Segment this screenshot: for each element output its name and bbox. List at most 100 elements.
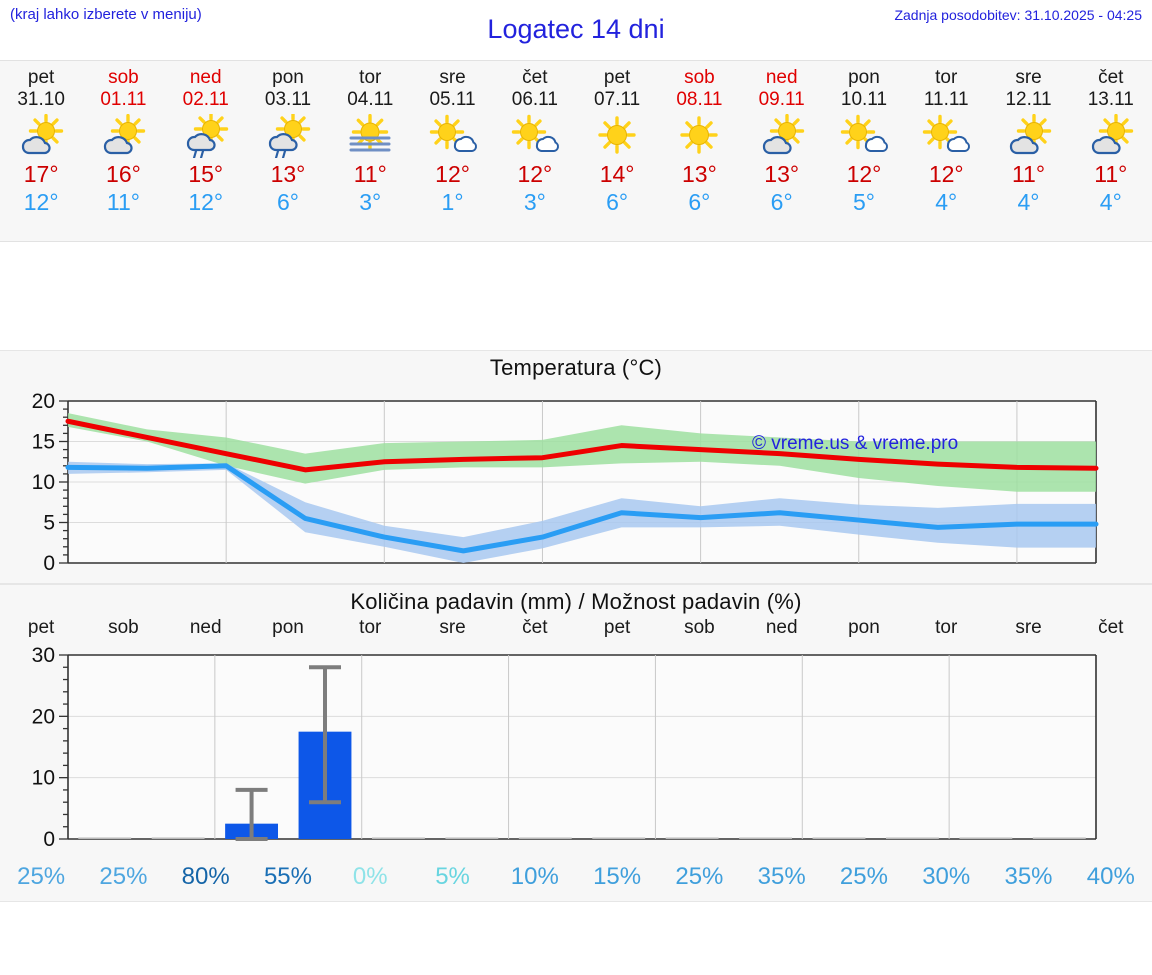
precip-day-label: pon (272, 617, 304, 638)
day-name: pet (603, 67, 631, 88)
svg-text:5: 5 (43, 512, 55, 535)
day-temp-max: 16° (106, 161, 141, 187)
day-name: čet (522, 67, 548, 88)
sun-small-cloud-icon (921, 114, 971, 158)
precip-probability: 35% (757, 863, 806, 890)
svg-text:20: 20 (32, 390, 55, 413)
partly-cloudy-rain-icon (263, 114, 313, 158)
day-temp-min: 4° (1099, 189, 1122, 215)
forecast-day-column[interactable]: čet 13.11 11° 4° (1070, 61, 1152, 241)
precip-bar (1032, 837, 1086, 839)
precip-day-label: sre (439, 617, 466, 638)
precip-probability: 35% (1004, 863, 1053, 890)
temperature-plot: 0 5 10 15 20 © vreme.us & vreme.pro (32, 390, 1099, 575)
precip-probability: 15% (593, 863, 642, 890)
day-name: sre (439, 67, 466, 88)
day-temp-max: 11° (1011, 161, 1046, 187)
precipitation-probability-row: 25% 25% 80% 55% 0% 5% 10% 15% 25% 35% 25% 30% 35% 40% (0, 853, 1152, 901)
precip-day-label: sob (108, 617, 139, 638)
day-temp-min: 6° (276, 189, 299, 215)
precip-bar (445, 837, 499, 839)
day-temp-min: 3° (523, 189, 546, 215)
precip-day-label: tor (359, 617, 382, 638)
precipitation-chart-area: 0 10 20 30 (0, 643, 1152, 853)
day-date: 07.11 (594, 89, 641, 110)
precip-bar (592, 837, 646, 839)
precip-day-label: sob (684, 617, 715, 638)
day-temp-max: 13° (764, 161, 800, 187)
precip-day-label: čet (1098, 617, 1124, 638)
day-date: 31.10 (17, 89, 65, 110)
day-temp-min: 4° (935, 189, 958, 215)
partly-cloudy-icon (1086, 114, 1136, 158)
day-date: 12.11 (1005, 89, 1052, 110)
precip-day-label: pet (27, 617, 55, 638)
svg-text:10: 10 (32, 767, 55, 790)
day-temp-max: 14° (599, 161, 635, 187)
precip-probability: 55% (263, 863, 312, 890)
temperature-chart-area: 0 5 10 15 20 © vreme.us & vreme.pro (0, 383, 1152, 583)
temperature-chart-block: Temperatura (°C) 0 5 10 15 20 © vreme.us & vr… (0, 350, 1152, 584)
precip-bar (518, 837, 572, 839)
day-temp-max: 13° (682, 161, 717, 187)
partly-cloudy-icon (98, 114, 148, 158)
day-temp-min: 5° (852, 189, 875, 215)
precip-probability: 40% (1086, 863, 1135, 890)
partly-cloudy-icon (757, 114, 807, 158)
precip-bar (78, 837, 132, 839)
forecast-day-column[interactable]: sob 01.11 16° 11° (82, 61, 164, 241)
day-date: 04.11 (347, 89, 394, 110)
watermark: © vreme.us & vreme.pro (752, 433, 958, 454)
forecast-strip: pet 31.10 17° 12° sob 01.11 16° 11° ned 02.11 15° 1… (0, 60, 1152, 242)
forecast-day-column[interactable]: čet 06.11 12° 3° (494, 61, 576, 241)
precip-bar (959, 837, 1013, 839)
day-date: 03.11 (264, 89, 312, 110)
last-updated: Zadnja posodobitev: 31.10.2025 - 04:25 (894, 7, 1142, 23)
day-temp-min: 3° (359, 189, 382, 215)
day-temp-min: 12° (188, 189, 224, 215)
precip-day-label: pon (848, 617, 880, 638)
precip-day-label: sre (1015, 617, 1042, 638)
day-name: ned (765, 67, 798, 88)
day-temp-max: 11° (1094, 161, 1128, 187)
day-temp-max: 15° (188, 161, 224, 187)
precip-day-label: pet (603, 617, 631, 638)
svg-text:30: 30 (32, 644, 55, 667)
footer-spacer (0, 902, 1152, 938)
forecast-day-column[interactable]: tor 04.11 11° 3° (329, 61, 411, 241)
sun-small-cloud-icon (428, 114, 478, 158)
forecast-day-column[interactable]: pon 03.11 13° 6° (247, 61, 329, 241)
day-name: sob (684, 67, 715, 88)
day-date: 13.11 (1087, 89, 1134, 110)
partly-cloudy-icon (16, 114, 66, 158)
precip-bar (739, 837, 793, 839)
precip-day-label: ned (765, 617, 798, 638)
day-temp-min: 6° (606, 189, 629, 215)
forecast-day-column[interactable]: sre 12.11 11° 4° (987, 61, 1069, 241)
forecast-day-column[interactable]: pon 10.11 12° 5° (823, 61, 905, 241)
precip-bar (665, 837, 719, 839)
precip-day-label: tor (935, 617, 958, 638)
page-title: Logatec 14 dni (487, 14, 665, 44)
day-name: tor (935, 67, 958, 88)
forecast-day-column[interactable]: tor 11.11 12° 4° (905, 61, 987, 241)
spacer (0, 242, 1152, 350)
precipitation-plot: 0 10 20 30 (32, 644, 1097, 851)
day-temp-min: 6° (770, 189, 793, 215)
sun-icon (674, 114, 724, 158)
day-date: 08.11 (676, 89, 723, 110)
precip-bar (151, 837, 205, 839)
forecast-day-column[interactable]: pet 07.11 14° 6° (576, 61, 658, 241)
day-date: 11.11 (923, 89, 969, 110)
forecast-day-column[interactable]: sob 08.11 13° 6° (658, 61, 740, 241)
forecast-day-column[interactable]: pet 31.10 17° 12° (0, 61, 82, 241)
forecast-day-column[interactable]: ned 09.11 13° 6° (741, 61, 823, 241)
forecast-day-column[interactable]: sre 05.11 12° 1° (411, 61, 493, 241)
precip-day-label: ned (189, 617, 222, 638)
precip-probability: 30% (922, 863, 971, 890)
day-date: 01.11 (100, 89, 147, 110)
day-date: 02.11 (182, 89, 229, 110)
day-temp-min: 1° (441, 189, 464, 215)
forecast-day-column[interactable]: ned 02.11 15° 12° (165, 61, 247, 241)
day-temp-max: 12° (517, 161, 553, 187)
